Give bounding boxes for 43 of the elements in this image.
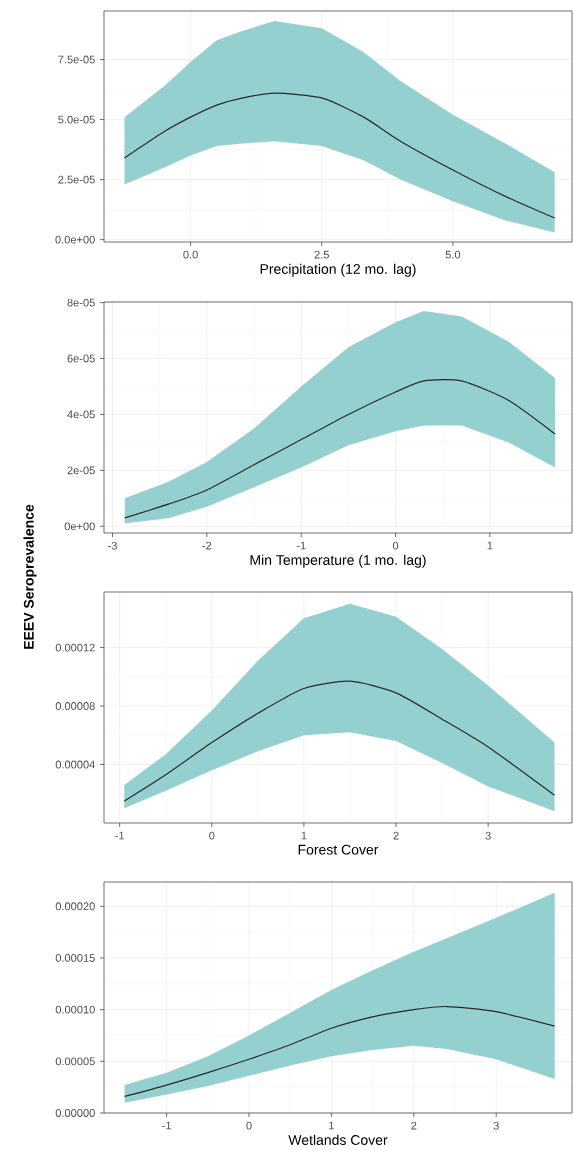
y-tick-label: 7.5e-05: [58, 55, 95, 64]
y-tick-label: 2e-05: [67, 466, 95, 475]
x-tick-label: 2.5: [314, 250, 329, 259]
y-tick-label: 4e-05: [67, 410, 95, 419]
y-axis-title: EEEV Seroprevalence: [23, 504, 37, 649]
x-axis-title: Forest Cover: [298, 844, 379, 855]
x-tick-label: 0: [209, 831, 215, 840]
y-tick-label: 0.00000: [55, 1109, 95, 1117]
x-tick-label: 3: [485, 831, 491, 840]
line-series: [123, 680, 556, 802]
y-tick-label: 0.00012: [55, 643, 95, 652]
x-tick-label: 1: [329, 1121, 334, 1130]
y-tick-label: 2.5e-05: [58, 175, 95, 184]
x-tick-label: -1: [296, 541, 306, 550]
x-axis-title: Min Temperature (1 mo. lag): [250, 554, 426, 568]
line-series: [124, 1005, 556, 1098]
y-tick-label: 6e-05: [67, 354, 95, 363]
y-tick-label: 8e-05: [67, 298, 95, 307]
y-tick-label: 0.00015: [55, 954, 95, 962]
x-tick-label: 0: [392, 541, 399, 550]
x-tick-label: -2: [202, 541, 212, 550]
y-tick-label: 0.00020: [55, 902, 95, 911]
x-tick-label: 2: [393, 831, 399, 840]
x-axis-title: Wetlands Cover: [288, 1134, 388, 1145]
x-tick-label: 0.0: [183, 250, 198, 259]
y-tick-label: 0e+00: [64, 522, 95, 531]
y-tick-label: 0.00004: [55, 760, 95, 769]
y-tick-label: 5.0e-05: [58, 115, 95, 124]
y-tick-label: 0.0e+00: [55, 235, 95, 244]
line-series: [123, 92, 556, 219]
x-tick-label: 2: [411, 1121, 417, 1130]
y-tick-label: 0.00005: [55, 1057, 95, 1066]
x-tick-label: -1: [115, 831, 125, 840]
x-tick-label: 0: [246, 1121, 252, 1130]
y-tick-label: 0.00010: [55, 1005, 95, 1014]
x-tick-label: 3: [493, 1121, 499, 1130]
x-axis-title: Precipitation (12 mo. lag): [260, 263, 416, 277]
x-tick-label: 1: [487, 541, 493, 550]
x-tick-label: 5.0: [445, 250, 461, 259]
y-tick-label: 0.00008: [55, 702, 95, 710]
x-tick-label: 1: [301, 831, 307, 840]
x-tick-label: -3: [108, 541, 117, 550]
x-tick-label: -1: [162, 1121, 171, 1130]
